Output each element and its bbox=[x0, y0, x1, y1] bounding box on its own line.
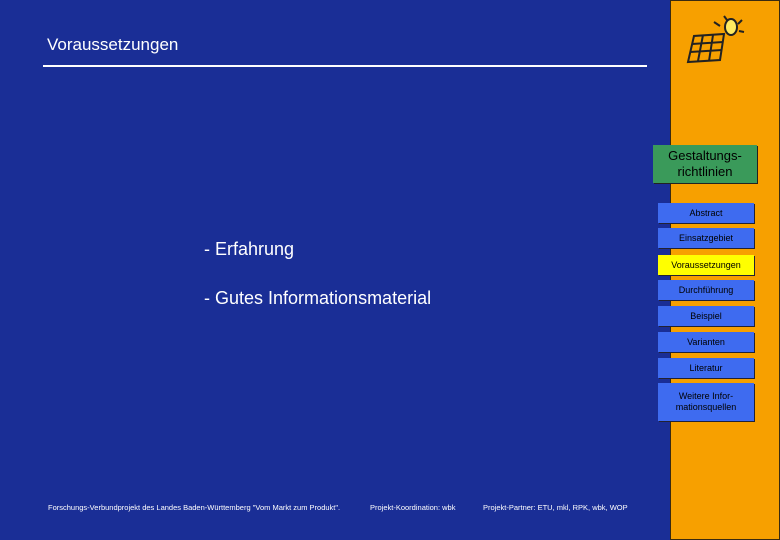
logo bbox=[686, 15, 745, 64]
nav-button[interactable]: Beispiel bbox=[658, 306, 754, 326]
nav-button[interactable]: Literatur bbox=[658, 358, 754, 378]
nav-button[interactable]: Einsatzgebiet bbox=[658, 228, 754, 248]
footer-text: Forschungs-Verbundprojekt des Landes Bad… bbox=[48, 503, 341, 512]
bullet: - Gutes Informationsmaterial bbox=[204, 288, 432, 308]
footer-text: Projekt-Partner: ETU, mkl, RPK, wbk, WOP bbox=[483, 503, 628, 512]
footer-text: Projekt-Koordination: wbk bbox=[370, 503, 456, 512]
sidebar-heading: Gestaltungs- richtlinien bbox=[653, 145, 757, 183]
nav-button[interactable]: Weitere Infor- mationsquellen bbox=[658, 383, 754, 421]
title-rule bbox=[43, 65, 647, 67]
nav-button[interactable]: Abstract bbox=[658, 203, 754, 223]
bullet: - Erfahrung bbox=[204, 239, 295, 259]
nav-button[interactable]: Voraussetzungen bbox=[658, 255, 754, 275]
slide-title: Voraussetzungen bbox=[47, 35, 179, 54]
nav-button[interactable]: Varianten bbox=[658, 332, 754, 352]
nav-button[interactable]: Durchführung bbox=[658, 280, 754, 300]
